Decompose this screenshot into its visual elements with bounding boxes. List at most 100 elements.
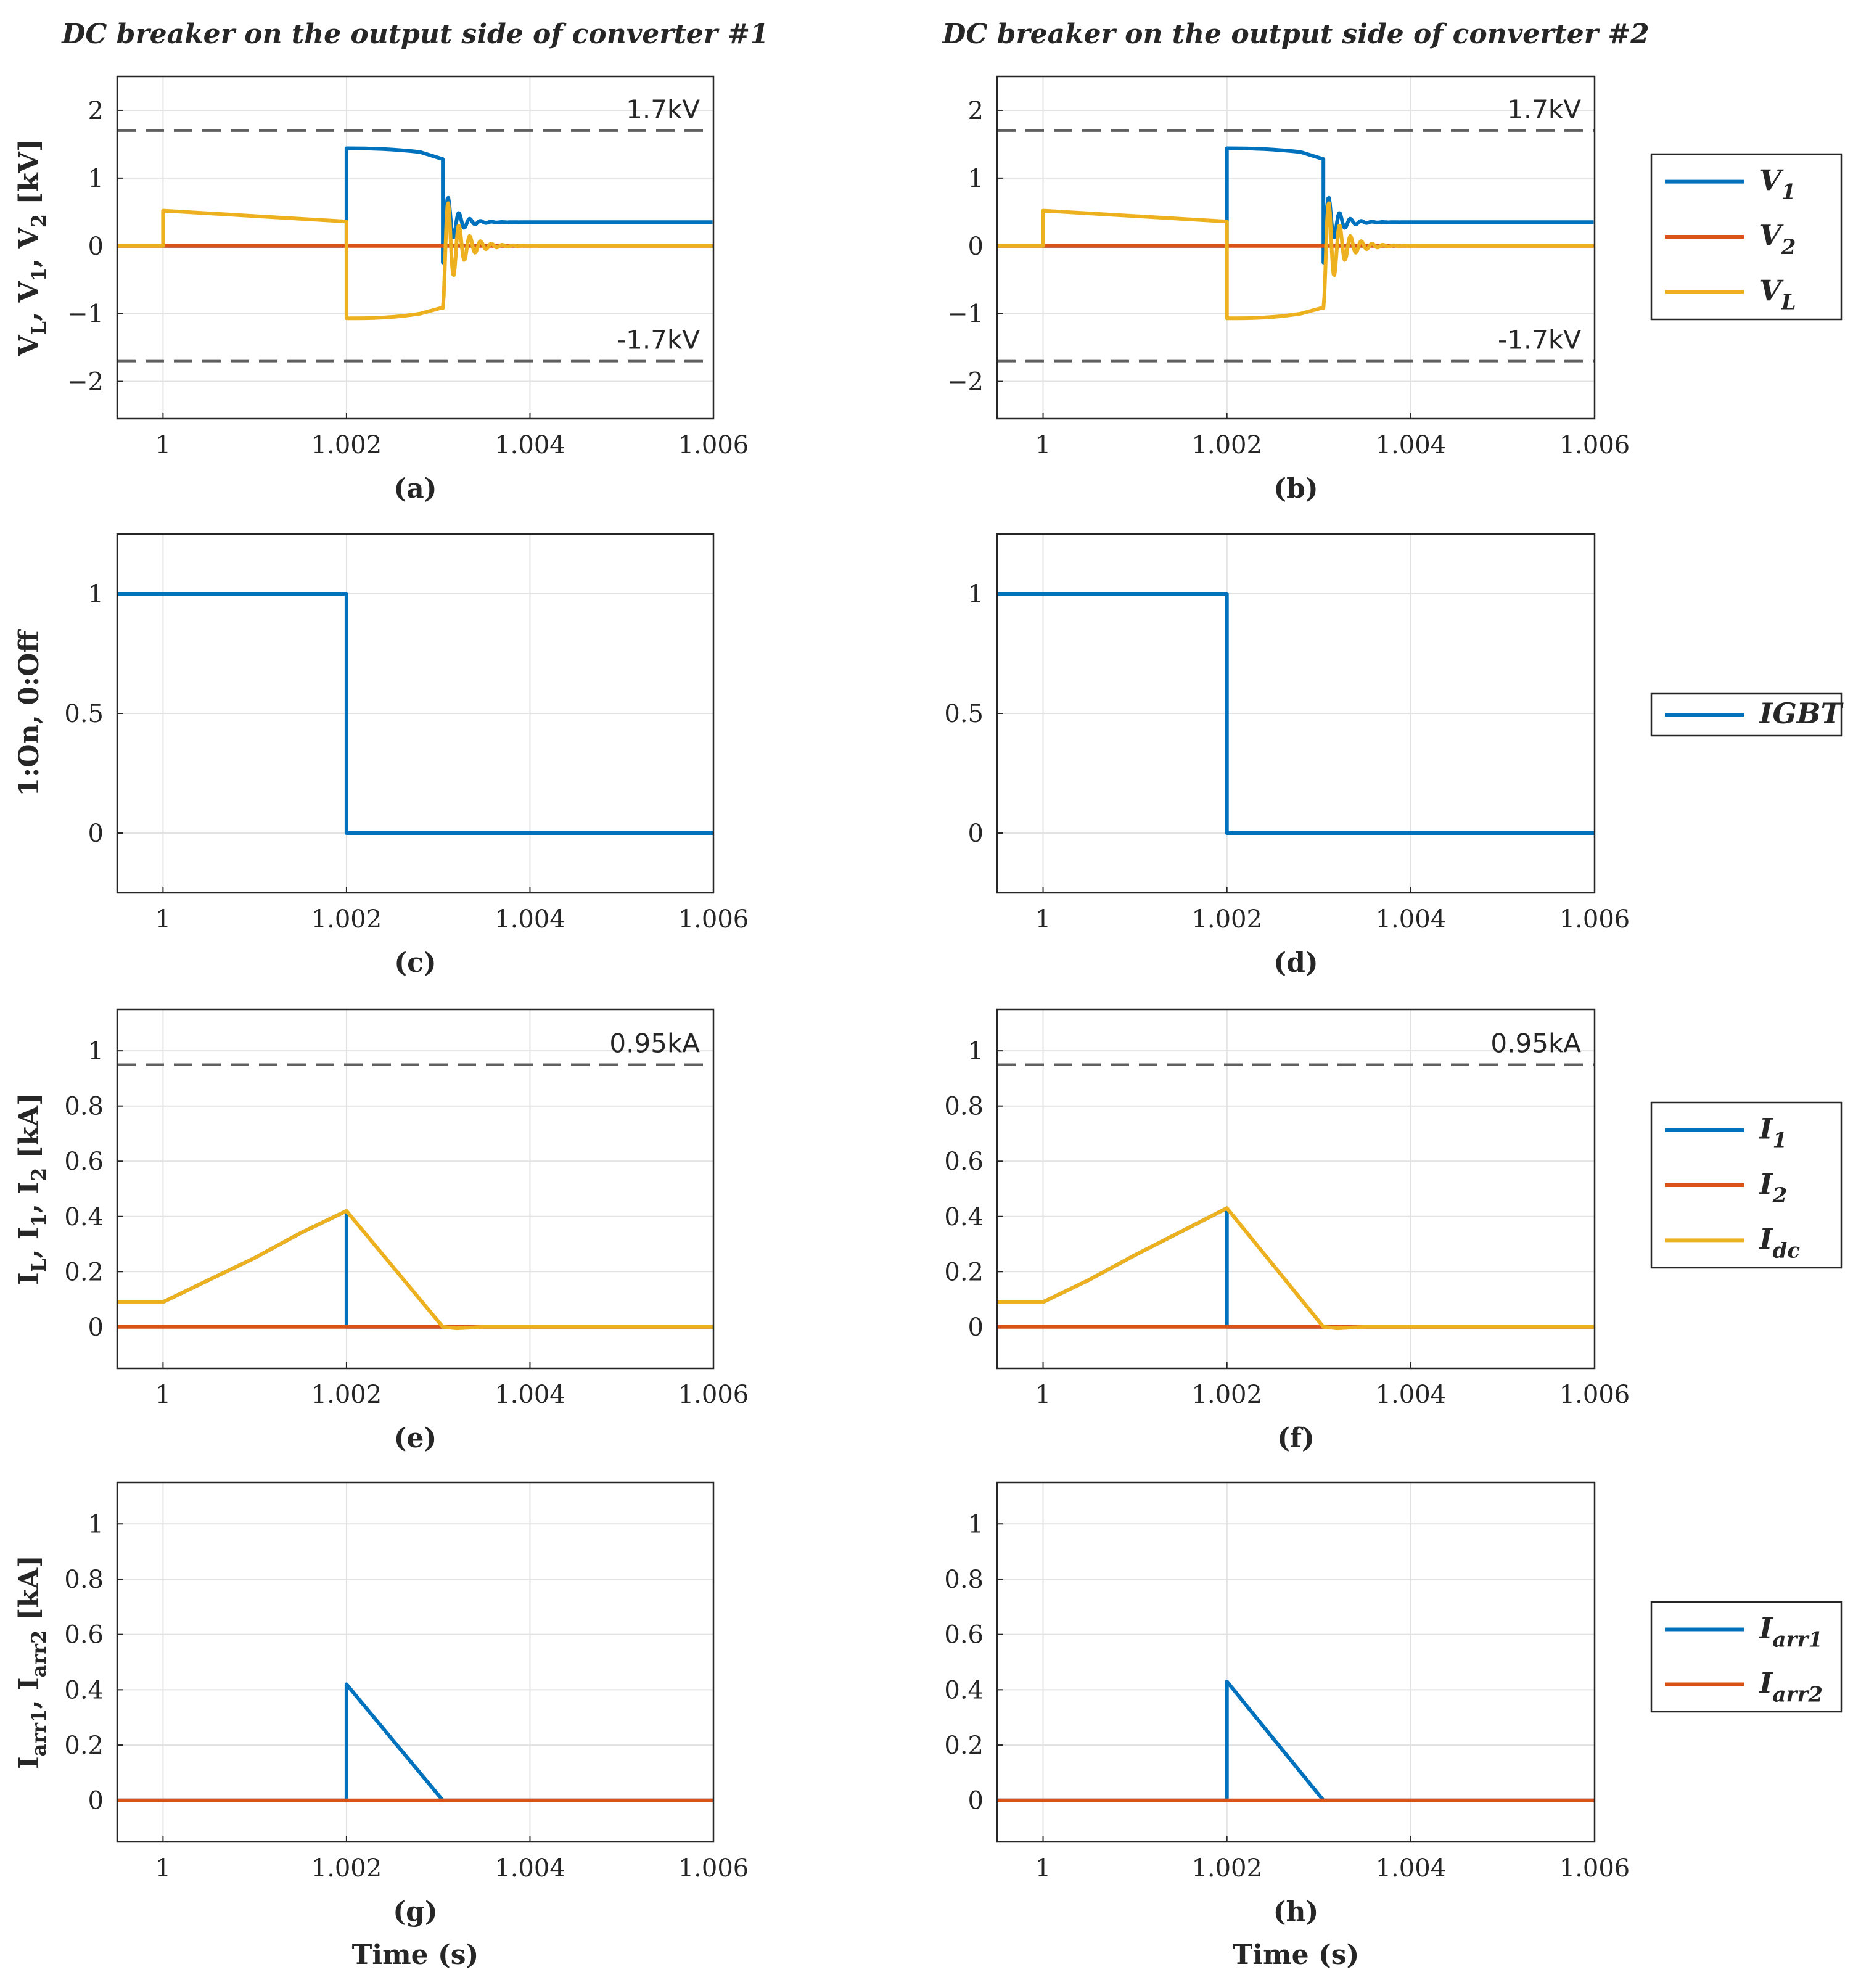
legend-label-I1: I1	[1758, 1112, 1787, 1153]
y-tick-label: 0.2	[944, 1731, 984, 1760]
x-tick-label: 1	[155, 905, 171, 934]
x-tick-label: 1.002	[311, 1854, 382, 1883]
x-tick-label: 1.006	[678, 1381, 749, 1409]
axes-box	[116, 533, 715, 894]
chart-h: 1 1.002 1.004 1.006 0 0.2 0.4 0.6 0.8 1 (h)	[944, 1481, 1630, 1928]
y-label-rest: , I	[14, 1227, 45, 1259]
series-line-V1	[997, 146, 1595, 265]
legend-sub: 2	[1781, 235, 1796, 260]
y-label-sub: 1	[27, 1213, 51, 1226]
x-tick-label: 1	[1035, 905, 1051, 934]
legend-sub: L	[1781, 290, 1796, 314]
threshold-label: -1.7kV	[1498, 325, 1581, 355]
y-label-sub: arr2	[27, 1630, 51, 1678]
plot-area	[997, 1482, 1595, 1842]
axes-box	[996, 533, 1596, 894]
threshold-label: -1.7kV	[617, 325, 700, 355]
threshold-label: 1.7kV	[626, 94, 700, 125]
threshold-label: 1.7kV	[1507, 94, 1581, 125]
y-tick-label: 0.4	[64, 1203, 104, 1231]
legend-label-I2: I2	[1758, 1167, 1787, 1208]
x-tick-label: 1.002	[1191, 431, 1262, 459]
x-tick-label: 1.002	[1191, 1381, 1262, 1409]
series-group	[997, 1679, 1595, 1802]
y-tick-label: 0.2	[944, 1258, 984, 1286]
panel-caption: (h)	[1273, 1896, 1319, 1928]
y-tick-label: 0.8	[64, 1093, 104, 1121]
y-tick-label: 1	[968, 580, 984, 609]
axes-box	[116, 1481, 715, 1843]
legend-label-VL: VL	[1759, 274, 1796, 314]
x-tick-label: 1.006	[1559, 1854, 1630, 1883]
y-tick-label: 2	[968, 97, 984, 125]
y-tick-label: 0	[968, 1313, 984, 1342]
legend-sub: 1	[1773, 1128, 1788, 1153]
y-label-main: V	[14, 335, 45, 357]
series-line-Idc	[997, 1206, 1595, 1331]
legend-label-Iarr1: Iarr1	[1758, 1612, 1823, 1653]
y-tick-label: 0.6	[64, 1148, 104, 1176]
x-tick-label: 1	[1035, 431, 1051, 459]
legend-main: V	[1759, 219, 1784, 252]
y-tick-label: −1	[67, 300, 104, 329]
chart-d: 1 1.002 1.004 1.006 0 0.5 1 (d)	[944, 533, 1630, 979]
threshold-label: 0.95kA	[1490, 1029, 1581, 1059]
y-tick-label: 0	[88, 232, 104, 261]
y-tick-label: 0.6	[64, 1621, 104, 1649]
series-group	[117, 1209, 713, 1331]
chart-c: 1 1.002 1.004 1.006 0 0.5 1 (c)	[64, 533, 749, 979]
x-tick-label: 1.002	[311, 1381, 382, 1409]
series-line-IGBT	[997, 592, 1595, 835]
chart-b: 1 1.002 1.004 1.006 −2 −1 0 1 2 1.7kV -1.7kV (b)	[947, 75, 1630, 504]
series-line-VL	[997, 201, 1595, 321]
legend-main: I	[1758, 1112, 1773, 1146]
legend-main: I	[1758, 1222, 1773, 1255]
axes-box	[996, 1008, 1596, 1370]
x-tick-label: 1.002	[311, 905, 382, 934]
y-tick-label: 0	[968, 819, 984, 848]
y-tick-label: 1	[88, 580, 104, 609]
legend-label-Iarr2: Iarr2	[1758, 1667, 1823, 1707]
x-tick-label: 1.004	[495, 1854, 565, 1883]
y-label-sub: L	[27, 1259, 51, 1273]
axes-box	[996, 1481, 1596, 1843]
y-label-rest: [kA]	[14, 1093, 45, 1168]
y-tick-label: 2	[88, 97, 104, 125]
column-title: DC breaker on the output side of convert…	[941, 18, 1649, 50]
x-axis-label: Time (s)	[352, 1939, 479, 1971]
plot-area	[997, 1009, 1595, 1368]
legend-label-Idc: Idc	[1758, 1222, 1800, 1263]
y-label-rest: , I	[14, 1181, 45, 1213]
y-tick-label: −2	[947, 368, 984, 396]
y-tick-label: 0.4	[944, 1676, 984, 1704]
x-axis-label: Time (s)	[1233, 1939, 1360, 1971]
legend-sub: arr2	[1773, 1683, 1823, 1707]
legend-main: I	[1758, 1612, 1773, 1645]
legend-voltage: V1 V2 VL	[1650, 153, 1843, 321]
y-tick-label: 0.6	[944, 1148, 984, 1176]
legend-label-IGBT: IGBT	[1758, 697, 1844, 730]
y-tick-label: 1	[88, 1037, 104, 1066]
axes-box	[116, 75, 715, 420]
series-group	[117, 1682, 713, 1802]
y-label-sub: arr1	[27, 1709, 51, 1757]
legend-sub: 2	[1772, 1183, 1788, 1208]
y-label-main: I	[14, 1756, 45, 1769]
x-tick-label: 1	[1035, 1381, 1051, 1409]
legend-label-V1: V1	[1759, 164, 1796, 205]
series-line-V1	[117, 146, 713, 265]
plot-area	[117, 1482, 713, 1842]
series-group	[997, 592, 1595, 835]
y-tick-label: 0	[968, 232, 984, 261]
y-tick-label: 0.8	[944, 1566, 984, 1594]
x-tick-label: 1.004	[1376, 431, 1447, 459]
y-label-rest: , V	[14, 227, 45, 268]
y-label-rest: [kA]	[14, 1555, 45, 1630]
y-tick-label: 0.8	[944, 1093, 984, 1121]
y-label-rest: , V	[14, 281, 45, 321]
column-title: DC breaker on the output side of convert…	[60, 18, 769, 50]
y-tick-label: 0.4	[944, 1203, 984, 1231]
x-tick-label: 1.006	[678, 431, 749, 459]
x-tick-label: 1	[155, 1854, 171, 1883]
